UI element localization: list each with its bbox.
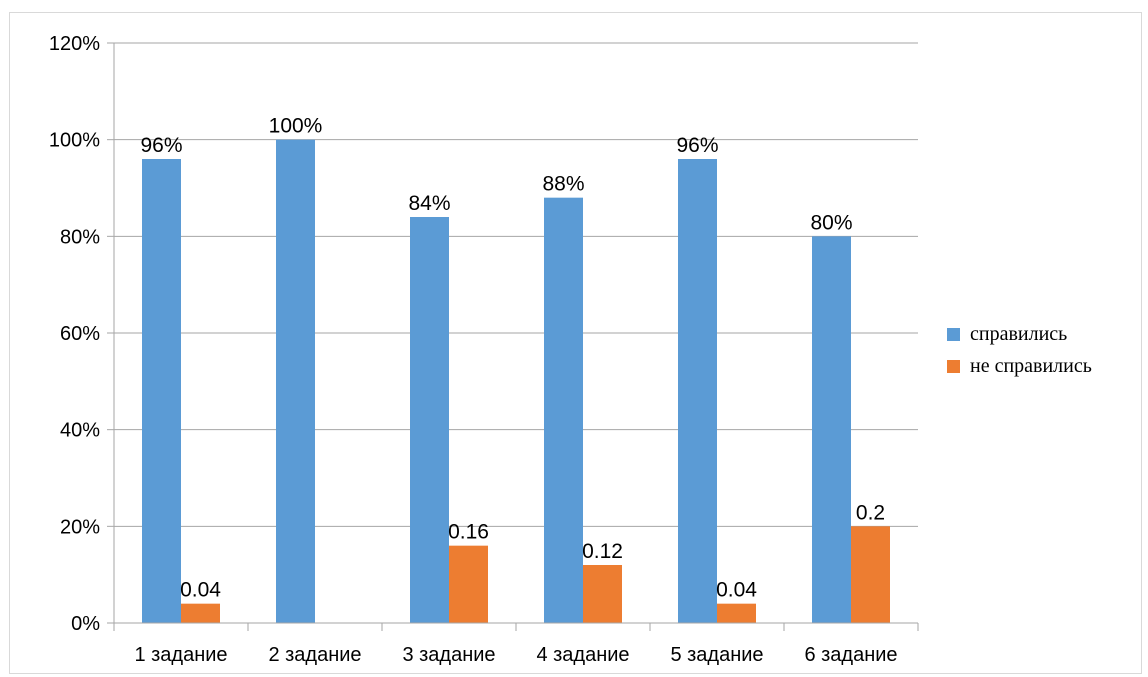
legend-item-series-2: не справились [947, 350, 1092, 382]
data-label-series-1: 96% [140, 134, 182, 157]
legend-swatch-series-2 [947, 359, 960, 373]
y-tick-label: 20% [60, 516, 100, 538]
bar-series-1 [812, 236, 851, 624]
bar-series-2 [583, 565, 622, 623]
labels: 0% 20% 40% 60% 80% 100% 120% 1 задание 2 задание… [49, 33, 898, 666]
bar-series-1 [142, 159, 181, 623]
bar-series-2 [181, 603, 220, 623]
bar-series-1 [276, 139, 315, 623]
y-tick-label: 0% [71, 613, 100, 635]
bar-series-2 [449, 545, 488, 623]
x-tick-label: 2 задание [268, 644, 361, 666]
data-label-series-2: 0.2 [856, 501, 885, 524]
legend-label-series-1: справились [970, 322, 1068, 345]
x-tick-label: 5 задание [670, 644, 763, 666]
legend: справились не справились [947, 318, 1092, 382]
y-tick-label: 60% [60, 323, 100, 345]
data-label-series-1: 80% [810, 211, 852, 234]
data-label-series-1: 88% [542, 173, 584, 196]
bar-series-1 [678, 159, 717, 623]
gridlines [114, 42, 918, 527]
y-tick-label: 80% [60, 226, 100, 248]
y-tick-label: 100% [49, 130, 100, 152]
x-tick-label: 1 задание [134, 644, 227, 666]
axes [107, 42, 919, 631]
data-label-series-2: 0.04 [716, 579, 757, 602]
x-tick-label: 6 задание [804, 644, 897, 666]
legend-item-series-1: справились [947, 318, 1092, 350]
bar-series-2 [851, 526, 890, 623]
bar-series-1 [544, 197, 583, 623]
bars [142, 139, 890, 624]
y-tick-label: 120% [49, 33, 100, 55]
data-label-series-2: 0.16 [448, 521, 489, 544]
x-tick-label: 3 задание [402, 644, 495, 666]
data-label-series-2: 0.12 [582, 540, 623, 563]
legend-swatch-series-1 [947, 327, 960, 341]
data-label-series-1: 96% [676, 134, 718, 157]
y-tick-label: 40% [60, 420, 100, 442]
bar-series-2 [717, 603, 756, 623]
legend-label-series-2: не справились [970, 354, 1092, 377]
x-tick-label: 4 задание [536, 644, 629, 666]
data-label-series-1: 100% [269, 115, 323, 138]
data-label-series-2: 0.04 [180, 579, 221, 602]
data-label-series-1: 84% [408, 192, 450, 215]
bar-series-1 [410, 217, 449, 623]
